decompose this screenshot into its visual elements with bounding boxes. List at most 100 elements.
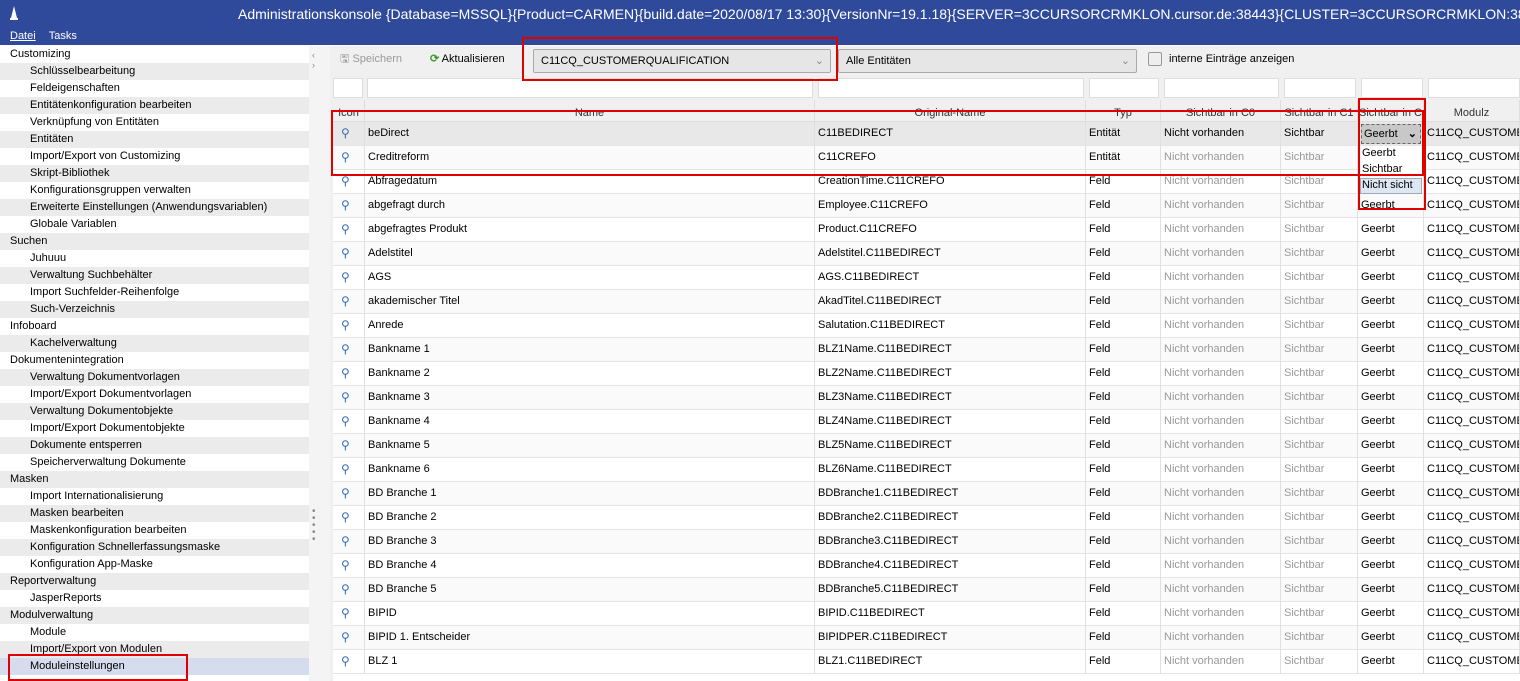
column-header[interactable]: Name: [365, 100, 815, 122]
table-row[interactable]: ⚲ Adelstitel Adelstitel.C11BEDIRECT Feld Nic…: [333, 242, 1520, 266]
sidebar-item[interactable]: Konfigurationsgruppen verwalten: [30, 184, 191, 196]
sidebar-item[interactable]: Entitätenkonfiguration bearbeiten: [0, 97, 309, 114]
column-header[interactable]: Sichtbar in C0: [1161, 100, 1281, 122]
sidebar-item[interactable]: Erweiterte Einstellungen (Anwendungsvari…: [0, 199, 309, 216]
filter-modul[interactable]: [1428, 78, 1520, 98]
sidebar-item[interactable]: Speicherverwaltung Dokumente: [30, 456, 186, 468]
filter-c0[interactable]: [1164, 78, 1279, 98]
table-row[interactable]: ⚲ BD Branche 1 BDBranche1.C11BEDIRECT Feld N…: [333, 482, 1520, 506]
magnifier-icon[interactable]: ⚲: [333, 650, 365, 674]
module-select[interactable]: C11CQ_CUSTOMERQUALIFICATION ⌄: [533, 49, 831, 73]
magnifier-icon[interactable]: ⚲: [333, 194, 365, 218]
column-header[interactable]: Icon: [333, 100, 365, 122]
dropdown-option[interactable]: Sichtbar: [1362, 163, 1403, 175]
sidebar-group[interactable]: Reportverwaltung: [0, 573, 309, 590]
table-row[interactable]: ⚲ BLZ 1 BLZ1.C11BEDIRECT Feld Nicht vorhande…: [333, 650, 1520, 674]
magnifier-icon[interactable]: ⚲: [333, 578, 365, 602]
table-row[interactable]: ⚲ BD Branche 2 BDBranche2.C11BEDIRECT Feld N…: [333, 506, 1520, 530]
sidebar-item[interactable]: Schlüsselbearbeitung: [0, 63, 309, 80]
sidebar-item[interactable]: JasperReports: [30, 592, 102, 604]
table-row[interactable]: ⚲ BD Branche 5 BDBranche5.C11BEDIRECT Feld N…: [333, 578, 1520, 602]
filter-typ[interactable]: [1089, 78, 1159, 98]
table-row[interactable]: ⚲ Bankname 6 BLZ6Name.C11BEDIRECT Feld Nicht…: [333, 458, 1520, 482]
filter-name[interactable]: [367, 78, 813, 98]
table-row[interactable]: ⚲ BIPID BIPID.C11BEDIRECT Feld Nicht vorhand…: [333, 602, 1520, 626]
sidebar-item[interactable]: Skript-Bibliothek: [0, 165, 309, 182]
menu-tasks[interactable]: Tasks: [48, 30, 77, 42]
drag-handle-icon[interactable]: • • • • •: [312, 506, 316, 545]
sidebar-splitter[interactable]: ‹ › • • • • •: [309, 46, 330, 681]
sidebar-item[interactable]: Feldeigenschaften: [30, 82, 120, 94]
magnifier-icon[interactable]: ⚲: [333, 386, 365, 410]
sidebar-item[interactable]: Verwaltung Dokumentobjekte: [0, 403, 309, 420]
magnifier-icon[interactable]: ⚲: [333, 362, 365, 386]
magnifier-icon[interactable]: ⚲: [333, 458, 365, 482]
column-header[interactable]: Typ: [1086, 100, 1161, 122]
sidebar-item[interactable]: Globale Variablen: [30, 218, 117, 230]
column-header[interactable]: Modulz: [1424, 100, 1520, 122]
magnifier-icon[interactable]: ⚲: [333, 530, 365, 554]
table-row[interactable]: ⚲ beDirect C11BEDIRECT Entität Nicht vorhand…: [333, 122, 1520, 146]
filter-icon[interactable]: [333, 78, 363, 98]
sidebar-item[interactable]: Import/Export Dokumentvorlagen: [30, 388, 192, 400]
magnifier-icon[interactable]: ⚲: [333, 314, 365, 338]
table-row[interactable]: ⚲ Bankname 2 BLZ2Name.C11BEDIRECT Feld Nicht…: [333, 362, 1520, 386]
magnifier-icon[interactable]: ⚲: [333, 506, 365, 530]
magnifier-icon[interactable]: ⚲: [333, 218, 365, 242]
magnifier-icon[interactable]: ⚲: [333, 122, 365, 146]
internal-entries-checkbox[interactable]: [1148, 52, 1162, 66]
magnifier-icon[interactable]: ⚲: [333, 338, 365, 362]
sidebar-group[interactable]: Infoboard: [10, 320, 57, 332]
sidebar-item[interactable]: Maskenkonfiguration bearbeiten: [30, 524, 187, 536]
table-row[interactable]: ⚲ BD Branche 3 BDBranche3.C11BEDIRECT Feld N…: [333, 530, 1520, 554]
table-row[interactable]: ⚲ BD Branche 4 BDBranche4.C11BEDIRECT Feld N…: [333, 554, 1520, 578]
column-header[interactable]: Sichtbar in C: [1358, 100, 1424, 122]
sidebar-item[interactable]: Konfiguration App-Maske: [30, 558, 153, 570]
magnifier-icon[interactable]: ⚲: [333, 242, 365, 266]
column-header[interactable]: Original-Name: [815, 100, 1086, 122]
menu-datei[interactable]: Datei: [10, 30, 36, 42]
sidebar-group[interactable]: Dokumentenintegration: [10, 354, 124, 366]
table-row[interactable]: ⚲ Anrede Salutation.C11BEDIRECT Feld Nicht v…: [333, 314, 1520, 338]
dropdown-option[interactable]: Nicht sicht: [1360, 178, 1422, 194]
sidebar-item[interactable]: Import Suchfelder-Reihenfolge: [30, 286, 180, 298]
sidebar-item[interactable]: Module: [30, 626, 67, 638]
sidebar-item[interactable]: Masken bearbeiten: [0, 505, 309, 522]
sidebar-item[interactable]: Import/Export von Customizing: [30, 150, 181, 162]
visibility-dropdown[interactable]: Geerbt ⌄: [1361, 124, 1421, 144]
sidebar-item[interactable]: Import/Export von Modulen: [0, 641, 309, 658]
column-header[interactable]: Sichtbar in C1: [1281, 100, 1358, 122]
sidebar-item[interactable]: Dokumente entsperren: [0, 437, 309, 454]
table-row[interactable]: ⚲ abgefragtes Produkt Product.C11CREFO Feld…: [333, 218, 1520, 242]
sidebar-group[interactable]: Customizing: [10, 48, 71, 60]
table-row[interactable]: ⚲ Bankname 4 BLZ4Name.C11BEDIRECT Feld Nicht…: [333, 410, 1520, 434]
magnifier-icon[interactable]: ⚲: [333, 170, 365, 194]
table-row[interactable]: ⚲ Bankname 5 BLZ5Name.C11BEDIRECT Feld Nicht…: [333, 434, 1520, 458]
magnifier-icon[interactable]: ⚲: [333, 482, 365, 506]
filter-original-name[interactable]: [818, 78, 1084, 98]
sidebar-item[interactable]: Moduleinstellungen: [0, 658, 309, 675]
save-button[interactable]: 🖫 Speichern: [340, 52, 402, 66]
magnifier-icon[interactable]: ⚲: [333, 146, 365, 170]
sidebar-item[interactable]: Such-Verzeichnis: [0, 301, 309, 318]
sidebar-item[interactable]: Konfiguration Schnellerfassungsmaske: [0, 539, 309, 556]
magnifier-icon[interactable]: ⚲: [333, 410, 365, 434]
magnifier-icon[interactable]: ⚲: [333, 602, 365, 626]
magnifier-icon[interactable]: ⚲: [333, 554, 365, 578]
magnifier-icon[interactable]: ⚲: [333, 290, 365, 314]
filter-c1[interactable]: [1284, 78, 1356, 98]
magnifier-icon[interactable]: ⚲: [333, 626, 365, 650]
magnifier-icon[interactable]: ⚲: [333, 266, 365, 290]
sidebar-item[interactable]: Verwaltung Dokumentvorlagen: [0, 369, 309, 386]
table-row[interactable]: ⚲ akademischer Titel AkadTitel.C11BEDIRECT…: [333, 290, 1520, 314]
collapse-arrows-icon[interactable]: ‹ ›: [312, 50, 315, 70]
dropdown-option[interactable]: Geerbt: [1362, 147, 1396, 159]
filter-c2[interactable]: [1361, 78, 1423, 98]
magnifier-icon[interactable]: ⚲: [333, 434, 365, 458]
table-row[interactable]: ⚲ Bankname 3 BLZ3Name.C11BEDIRECT Feld Nicht…: [333, 386, 1520, 410]
sidebar-group[interactable]: Masken: [0, 471, 309, 488]
table-row[interactable]: ⚲ abgefragt durch Employee.C11CREFO Feld Nic…: [333, 194, 1520, 218]
sidebar-item[interactable]: Kachelverwaltung: [0, 335, 309, 352]
sidebar-item[interactable]: Verwaltung Suchbehälter: [0, 267, 309, 284]
table-row[interactable]: ⚲ Abfragedatum CreationTime.C11CREFO Feld Ni…: [333, 170, 1520, 194]
